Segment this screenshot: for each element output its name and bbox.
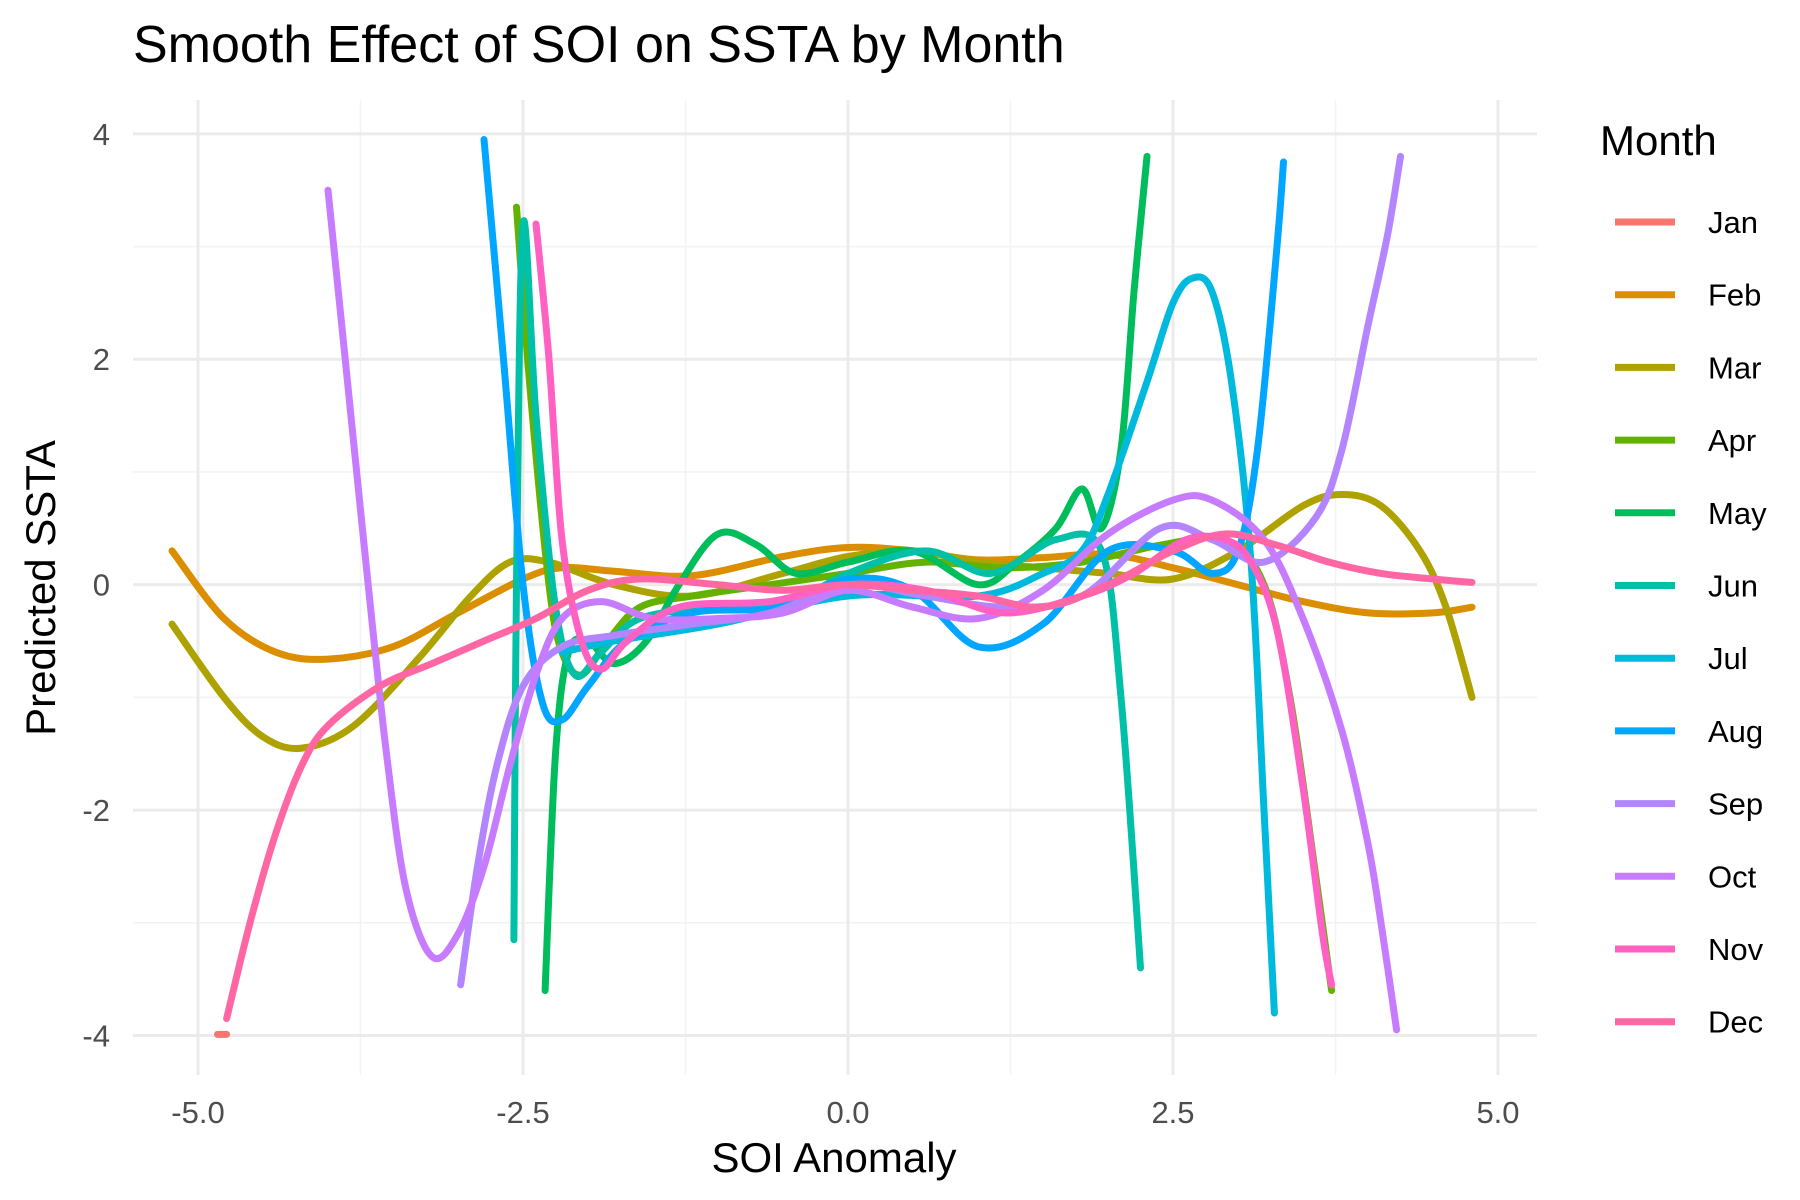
x-axis-ticks: -5.0 -2.5 0.0 2.5 5.0 [171, 1095, 1519, 1130]
series-line-mar [168, 491, 1476, 753]
legend-label-oct: Oct [1708, 859, 1757, 894]
x-tick-label: 0.0 [826, 1095, 869, 1130]
y-axis-ticks: -4 -2 0 2 4 [82, 117, 110, 1054]
legend-label-jul: Jul [1708, 641, 1748, 676]
legend-label-mar: Mar [1708, 350, 1761, 385]
legend-title: Month [1600, 117, 1717, 164]
legend-label-feb: Feb [1708, 278, 1761, 313]
legend: Jan Feb Mar Apr May Jun Jul Aug Sep Oct Nov Dec [1615, 205, 1767, 1040]
x-tick-label: 2.5 [1151, 1095, 1194, 1130]
legend-label-jun: Jun [1708, 569, 1758, 604]
legend-label-nov: Nov [1708, 932, 1764, 967]
legend-label-aug: Aug [1708, 714, 1763, 749]
legend-label-may: May [1708, 496, 1767, 531]
y-tick-label: -2 [82, 793, 110, 828]
x-tick-label: 5.0 [1476, 1095, 1519, 1130]
x-tick-label: -2.5 [496, 1095, 549, 1130]
x-axis-title: SOI Anomaly [711, 1134, 956, 1181]
x-tick-label: -5.0 [171, 1095, 224, 1130]
series-line-oct [324, 186, 1401, 1034]
chart-title: Smooth Effect of SOI on SSTA by Month [133, 16, 1065, 74]
y-tick-label: -4 [82, 1019, 110, 1054]
series-lines [168, 136, 1476, 1038]
legend-label-jan: Jan [1708, 205, 1758, 240]
y-tick-label: 2 [93, 342, 110, 377]
y-axis-title: Predicted SSTA [17, 440, 64, 736]
legend-label-apr: Apr [1708, 423, 1756, 458]
legend-label-dec: Dec [1708, 1005, 1763, 1040]
y-tick-label: 4 [93, 117, 110, 152]
legend-label-sep: Sep [1708, 787, 1763, 822]
series-line-dec [223, 530, 1476, 1023]
y-tick-label: 0 [93, 568, 110, 603]
